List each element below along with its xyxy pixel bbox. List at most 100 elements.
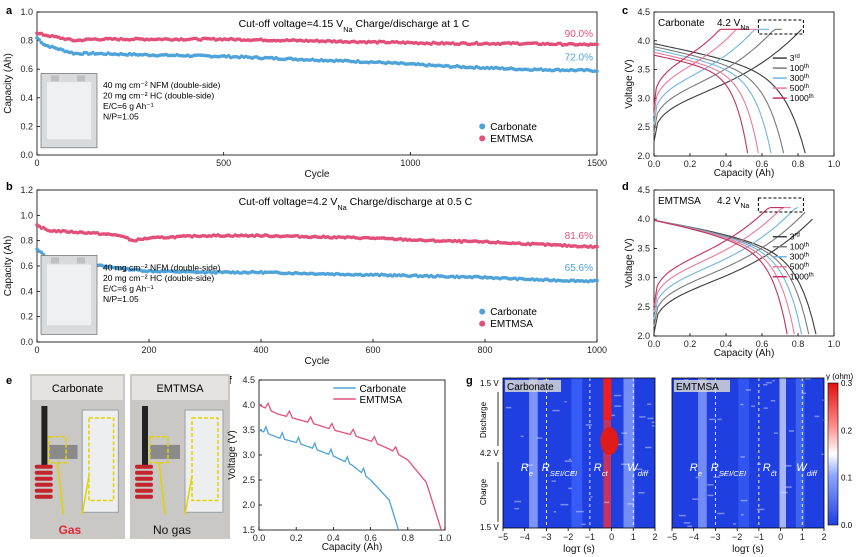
legend-cycle-label: 100th: [790, 242, 809, 252]
heatmap-noise: [585, 424, 592, 426]
voltage-marker-mid: 4.2 V: [480, 449, 499, 458]
x-tick-label: −4: [689, 532, 699, 542]
plot-frame: [36, 11, 598, 156]
heatmap-noise: [614, 405, 622, 407]
heatmap-noise: [713, 476, 721, 478]
highlight-box: [88, 417, 115, 502]
data-point-emtmsa: [595, 42, 599, 47]
heatmap-noise: [678, 514, 686, 517]
pointer-line: [158, 462, 166, 515]
heatmap-noise: [766, 381, 772, 384]
panel-letter-a: a: [6, 5, 13, 17]
retention-label-carbonate: 65.6%: [565, 263, 593, 274]
charge-curve: [653, 206, 784, 306]
heatmap-title: Carbonate: [507, 382, 554, 393]
heatmap-noise: [568, 487, 573, 490]
condition-annotation: Cut-off voltage=4.15 VNa Charge/discharg…: [239, 18, 470, 34]
y-axis-label: Voltage (V): [227, 430, 238, 479]
y-tick-label: 4.5: [242, 375, 255, 385]
legend-cycle-label: 100th: [790, 63, 809, 73]
discharge-label: Discharge: [479, 401, 488, 438]
colorbar-tick: 0.3: [841, 379, 853, 388]
legend-label-emtmsa: EMTMSA: [490, 319, 533, 330]
spring-coil: [135, 470, 153, 475]
heatmap-noise: [514, 507, 520, 510]
y-axis-label: Capacity (Ah): [3, 236, 14, 297]
clamp-arm: [49, 444, 78, 459]
panel-title: Carbonate: [658, 18, 705, 29]
heatmap-noise: [638, 492, 645, 494]
heatmap-noise: [772, 379, 775, 382]
y-tick-label: 0.8: [20, 36, 33, 46]
x-tick-label: 1: [800, 532, 805, 542]
heatmap-noise: [553, 511, 557, 513]
charge-curve: [653, 207, 799, 320]
y-tick-label: 0.8: [20, 236, 33, 246]
heatmap-noise: [772, 470, 776, 472]
process-label: Re: [521, 462, 533, 478]
discharge-curve: [653, 51, 759, 154]
heatmap-noise: [639, 416, 646, 418]
heatmap-noise: [581, 523, 586, 526]
relaxation-band: [529, 378, 538, 528]
heatmap-noise: [525, 464, 534, 466]
relaxation-band: [698, 378, 707, 528]
process-label: RSEI/CEI: [542, 462, 578, 478]
x-axis-label: Cycle: [304, 356, 329, 367]
heatmap-noise: [770, 400, 776, 402]
heatmap-noise: [821, 453, 824, 456]
tab-right: [77, 257, 85, 264]
heatmap-noise: [695, 476, 699, 479]
heatmap-noise: [514, 500, 522, 503]
pointer-line: [184, 476, 193, 515]
heatmap-noise: [683, 522, 691, 524]
cutoff-label: 4.2 VNa: [717, 196, 749, 210]
x-tick-label: 1: [631, 532, 636, 542]
spring-coil: [34, 476, 53, 481]
legend-cycle-label: 3rd: [790, 232, 800, 242]
legend-label-carbonate: Carbonate: [490, 307, 537, 318]
tab-left: [51, 257, 59, 264]
y-tick-label: 1.5: [242, 525, 255, 535]
heatmap-title: EMTMSA: [676, 382, 719, 393]
heatmap-noise: [621, 432, 628, 435]
plot-frame: [258, 379, 446, 531]
cell-spec-line: 40 mg cm⁻² NFM (double-side): [103, 263, 221, 273]
retention-label-emtmsa: 81.6%: [565, 231, 593, 242]
relaxation-band: [623, 378, 635, 528]
heatmap-noise: [647, 417, 654, 420]
x-tick-label: 0.8: [792, 339, 805, 349]
photo-title: EMTMSA: [156, 383, 204, 395]
discharge-curve: [653, 219, 788, 335]
x-tick-label: −3: [541, 532, 551, 542]
x-tick-label: −3: [710, 532, 720, 542]
heatmap-noise: [505, 406, 512, 409]
cell-spec-line: 20 mg cm⁻² HC (double-side): [103, 90, 214, 100]
spring-coil: [135, 464, 153, 469]
y-tick-label: 0.0: [20, 337, 33, 347]
y-tick-label: 4.5: [637, 7, 650, 17]
y-tick-label: 0.6: [20, 261, 33, 271]
spring-coil: [135, 482, 153, 487]
y-tick-label: 4.5: [637, 185, 650, 195]
x-tick-label: 0.6: [364, 533, 377, 543]
y-tick-label: 0.2: [20, 312, 33, 322]
heatmap-noise: [814, 415, 820, 418]
y-tick-label: 2.5: [242, 475, 255, 485]
spring-coil: [34, 470, 53, 475]
heatmap-noise: [615, 443, 623, 446]
y-tick-label: 2.5: [637, 122, 650, 132]
process-label: RSEI/CEI: [711, 462, 747, 478]
y-tick-label: 3.0: [637, 273, 650, 283]
spring-coil: [34, 488, 53, 493]
x-tick-label: 400: [253, 345, 268, 355]
x-tick-label: 800: [477, 345, 492, 355]
y-tick-label: 3.5: [242, 425, 255, 435]
photo-header: [132, 376, 228, 400]
x-tick-label: 500: [216, 158, 231, 168]
heatmap-noise: [717, 512, 725, 515]
panel-letter-g: g: [466, 375, 473, 387]
heatmap-noise: [805, 378, 811, 380]
relaxation-band: [738, 378, 750, 528]
